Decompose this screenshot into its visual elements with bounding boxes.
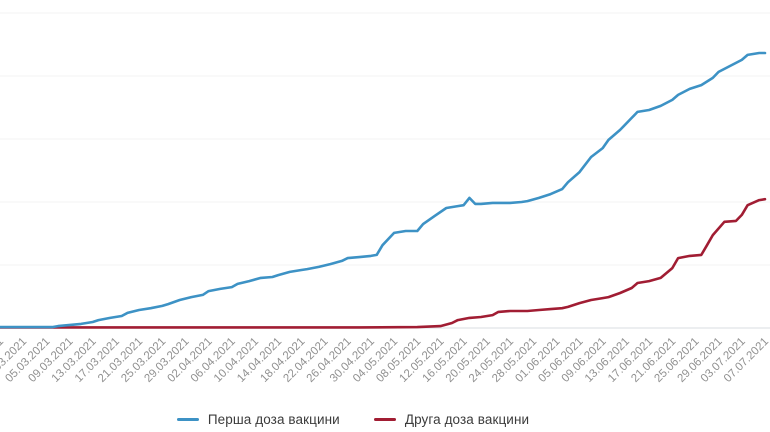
- series-line-first-dose: [0, 51, 767, 329]
- chart-legend: Перша доза вакцини Друга доза вакцини: [0, 406, 738, 432]
- vaccination-line-chart-canvas[interactable]: 25.02.202101.03.202105.03.202109.03.2021…: [0, 0, 770, 406]
- legend-item-second-dose[interactable]: Друга доза вакцини: [373, 411, 530, 427]
- legend-item-first-dose[interactable]: Перша доза вакцини: [176, 411, 340, 427]
- legend-label-second-dose: Друга доза вакцини: [404, 411, 530, 427]
- legend-label-first-dose: Перша доза вакцини: [207, 411, 340, 427]
- vaccination-chart: 25.02.2021 01.03.2021 05.03.2021 09.03.2021…: [0, 0, 770, 406]
- second-dose-line-swatch: [373, 417, 396, 421]
- series-line-second-dose: [0, 197, 767, 329]
- first-dose-line-swatch: [176, 417, 199, 421]
